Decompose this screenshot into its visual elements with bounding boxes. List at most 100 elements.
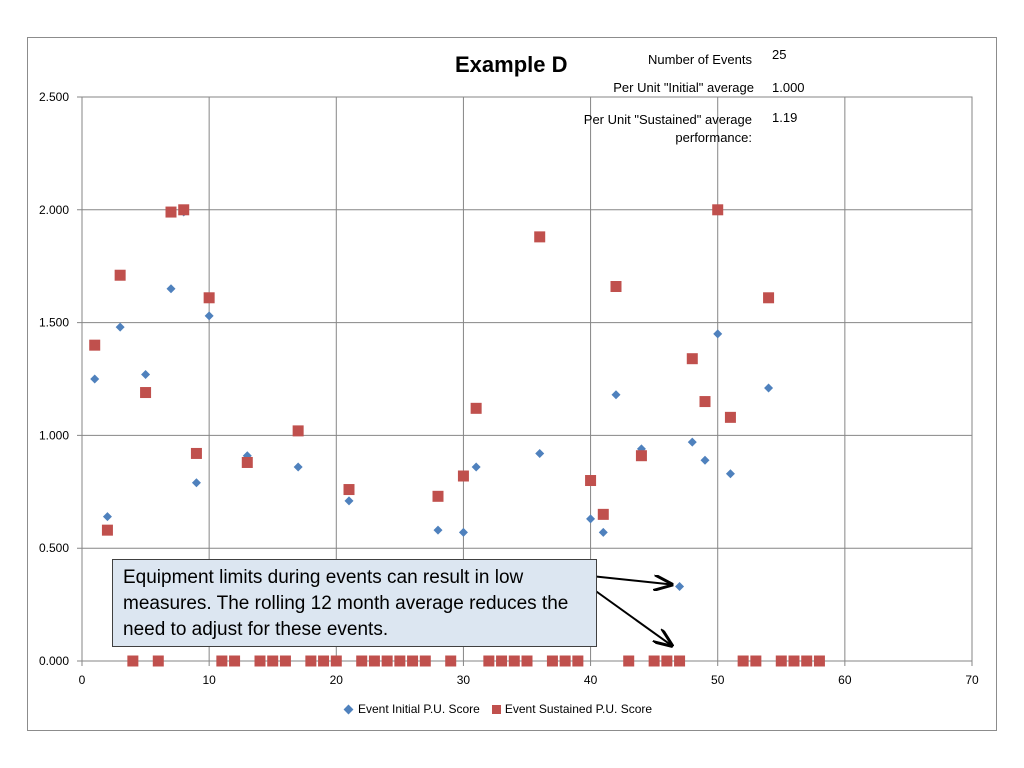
- initial-score-point: [611, 390, 621, 400]
- sustained-score-point: [305, 655, 317, 667]
- sustained-score-point: [330, 655, 342, 667]
- y-tick-label: 0.000: [39, 654, 69, 668]
- sustained-score-point: [559, 655, 571, 667]
- sustained-score-point: [407, 655, 419, 667]
- initial-score-point: [293, 462, 303, 472]
- sustained-score-point: [648, 655, 660, 667]
- sustained-score-point: [572, 655, 584, 667]
- sustained-score-point: [229, 655, 241, 667]
- sustained-score-point: [216, 655, 228, 667]
- y-tick-label: 1.000: [39, 428, 69, 442]
- legend-label-sustained: Event Sustained P.U. Score: [504, 702, 653, 716]
- stat-label-initial-average: Per Unit "Initial" average: [613, 80, 754, 95]
- initial-score-point: [471, 462, 481, 472]
- sustained-score-point: [190, 447, 202, 459]
- x-tick-label: 70: [965, 673, 979, 687]
- x-tick-label: 0: [79, 673, 86, 687]
- sustained-score-point: [483, 655, 495, 667]
- initial-score-point: [433, 525, 443, 535]
- sustained-score-point: [508, 655, 520, 667]
- sustained-score-point: [292, 425, 304, 437]
- stat-label-events: Number of Events: [647, 52, 752, 67]
- stat-value-initial-average: 1.000: [772, 80, 805, 95]
- sustained-score-point: [445, 655, 457, 667]
- annotation-callout: Equipment limits during events can resul…: [112, 559, 597, 647]
- x-tick-label: 50: [711, 673, 725, 687]
- sustained-score-point: [661, 655, 673, 667]
- sustained-score-point: [750, 655, 762, 667]
- x-tick-label: 10: [202, 673, 216, 687]
- y-tick-label: 1.500: [39, 316, 69, 330]
- initial-score-point: [700, 455, 710, 465]
- sustained-score-point: [597, 508, 609, 520]
- sustained-score-point: [801, 655, 813, 667]
- initial-score-point: [586, 514, 596, 524]
- sustained-score-point: [254, 655, 266, 667]
- sustained-score-point: [699, 396, 711, 408]
- legend-item-sustained: Event Sustained P.U. Score: [491, 702, 653, 716]
- sustained-score-point: [381, 655, 393, 667]
- initial-score-point: [344, 496, 354, 506]
- legend-label-initial: Event Initial P.U. Score: [358, 702, 480, 716]
- initial-score-point: [166, 284, 176, 294]
- sustained-score-point: [788, 655, 800, 667]
- sustained-score-point: [89, 339, 101, 351]
- initial-score-point: [102, 512, 112, 522]
- sustained-score-point: [470, 402, 482, 414]
- initial-score-point: [90, 374, 100, 384]
- initial-score-point: [598, 527, 608, 537]
- sustained-score-point: [763, 292, 775, 304]
- sustained-score-point: [623, 655, 635, 667]
- initial-score-point: [141, 369, 151, 379]
- initial-score-point: [458, 527, 468, 537]
- sustained-score-point: [368, 655, 380, 667]
- sustained-score-point: [737, 655, 749, 667]
- y-tick-label: 0.500: [39, 541, 69, 555]
- sustained-score-point: [279, 655, 291, 667]
- sustained-score-point: [356, 655, 368, 667]
- initial-score-point: [115, 322, 125, 332]
- sustained-score-point: [203, 292, 215, 304]
- initial-score-point: [535, 448, 545, 458]
- legend-item-initial: Event Initial P.U. Score: [343, 702, 480, 716]
- sustained-score-point: [318, 655, 330, 667]
- sustained-score-point: [546, 655, 558, 667]
- sustained-score-point: [127, 655, 139, 667]
- diamond-marker-icon: [343, 704, 354, 714]
- y-tick-label: 2.000: [39, 203, 69, 217]
- sustained-score-point: [813, 655, 825, 667]
- sustained-score-point: [585, 475, 597, 487]
- sustained-score-point: [419, 655, 431, 667]
- sustained-score-point: [267, 655, 279, 667]
- sustained-score-point: [241, 456, 253, 468]
- sustained-score-point: [457, 470, 469, 482]
- initial-score-point: [191, 478, 201, 488]
- initial-score-point: [713, 329, 723, 339]
- sustained-score-point: [165, 206, 177, 218]
- stat-label-sustained-average: Per Unit "Sustained" average performance…: [583, 112, 752, 145]
- sustained-score-point: [114, 269, 126, 281]
- x-tick-label: 40: [584, 673, 598, 687]
- sustained-score-point: [496, 655, 508, 667]
- sustained-score-point: [534, 231, 546, 243]
- initial-score-point: [764, 383, 774, 393]
- x-tick-label: 30: [457, 673, 471, 687]
- stat-value-events: 25: [772, 47, 787, 62]
- sustained-score-point: [394, 655, 406, 667]
- stat-value-sustained-average: 1.19: [772, 110, 798, 125]
- square-marker-icon: [491, 704, 501, 714]
- x-tick-label: 20: [330, 673, 344, 687]
- sustained-score-point: [101, 524, 113, 536]
- sustained-score-point: [140, 387, 152, 399]
- initial-score-point: [675, 582, 685, 592]
- initial-score-point: [204, 311, 214, 321]
- sustained-score-point: [635, 450, 647, 462]
- sustained-score-point: [674, 655, 686, 667]
- sustained-score-point: [724, 411, 736, 423]
- sustained-score-point: [712, 204, 724, 216]
- sustained-score-point: [432, 490, 444, 502]
- initial-score-point: [725, 469, 735, 479]
- initial-score-point: [687, 437, 697, 447]
- sustained-score-point: [343, 484, 355, 496]
